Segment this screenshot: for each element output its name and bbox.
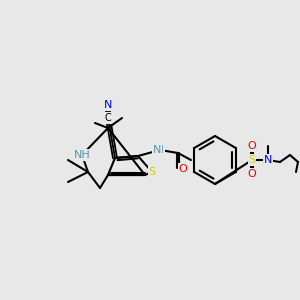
Text: C: C	[105, 113, 111, 123]
Text: N: N	[264, 155, 272, 165]
Text: O: O	[248, 169, 256, 179]
Text: S: S	[248, 155, 256, 165]
Text: O: O	[248, 141, 256, 151]
Text: O: O	[178, 164, 188, 174]
Text: NH: NH	[74, 150, 90, 160]
Text: N: N	[153, 145, 161, 155]
Text: N: N	[104, 100, 112, 110]
Text: S: S	[148, 167, 156, 177]
Text: H: H	[156, 145, 164, 155]
